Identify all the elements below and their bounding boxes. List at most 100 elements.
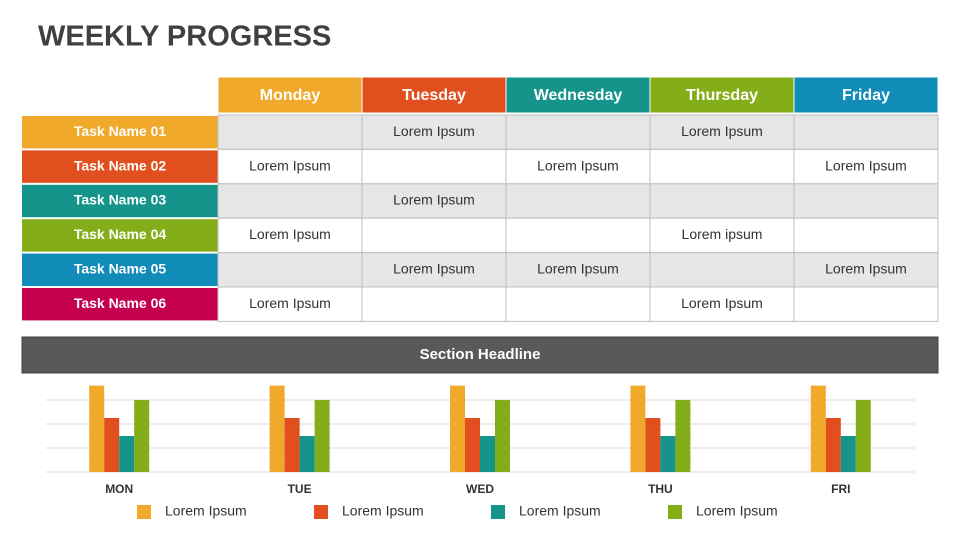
bar — [465, 418, 480, 472]
table-cell — [361, 183, 507, 219]
legend-label: Lorem Ipsum — [519, 503, 601, 519]
table-cell — [217, 252, 363, 288]
x-tick-label: TUE — [288, 482, 312, 496]
task-cell — [22, 219, 218, 252]
table-cell — [793, 286, 939, 322]
table-cell — [361, 217, 507, 254]
column-header: Friday — [842, 87, 890, 104]
legend-swatch — [137, 505, 151, 519]
x-tick-label: THU — [648, 482, 673, 496]
cell-text: Lorem Ipsum — [537, 157, 619, 173]
table-cell — [217, 114, 363, 150]
legend-swatch — [491, 505, 505, 519]
table-cell — [217, 148, 363, 185]
bar — [480, 436, 495, 472]
cell-text: Lorem Ipsum — [393, 123, 475, 139]
column-header: Wednesday — [534, 87, 623, 104]
task-name: Task Name 02 — [74, 157, 167, 173]
table-cell — [505, 183, 651, 219]
table-cell — [505, 217, 651, 254]
cell-text: Lorem Ipsum — [681, 123, 763, 139]
cell-text: Lorem Ipsum — [249, 295, 331, 311]
column-header-cell — [361, 76, 507, 114]
table-cell — [361, 148, 507, 185]
legend-label: Lorem Ipsum — [165, 503, 247, 519]
section-bar — [21, 336, 939, 374]
bar — [269, 385, 285, 472]
cell-text: Lorem Ipsum — [537, 261, 619, 277]
cell-text: Lorem Ipsum — [249, 226, 331, 242]
bar — [840, 436, 856, 472]
legend-swatch — [668, 505, 682, 519]
table-cell — [793, 252, 939, 288]
task-cell — [22, 116, 218, 149]
task-name: Task Name 01 — [74, 123, 167, 139]
cell-text: Lorem Ipsum — [681, 295, 763, 311]
cell-text: Lorem Ipsum — [249, 157, 331, 173]
bar — [284, 418, 300, 472]
legend-swatch — [314, 505, 328, 519]
table-cell — [361, 286, 507, 322]
bar — [119, 436, 135, 472]
table-cell — [361, 252, 507, 288]
table-cell — [649, 217, 795, 254]
legend-label: Lorem Ipsum — [696, 503, 778, 519]
bar — [675, 400, 691, 472]
column-header-cell — [505, 76, 651, 114]
cell-text: Lorem Ipsum — [825, 261, 907, 277]
column-header: Tuesday — [402, 87, 466, 104]
task-cell — [22, 150, 218, 183]
task-name: Task Name 05 — [74, 261, 167, 277]
bar — [134, 400, 150, 472]
table-cell — [217, 183, 363, 219]
bar — [630, 385, 646, 472]
table-cell — [649, 114, 795, 150]
bar — [495, 400, 510, 472]
table-cell — [649, 148, 795, 185]
cell-text: Lorem Ipsum — [393, 261, 475, 277]
cell-text: Lorem ipsum — [682, 226, 763, 242]
x-tick-label: MON — [105, 482, 133, 496]
column-header-cell — [793, 76, 939, 114]
column-header: Thursday — [686, 87, 758, 104]
task-name: Task Name 06 — [74, 295, 167, 311]
section-headline: Section Headline — [420, 346, 541, 363]
task-cell — [22, 184, 218, 218]
task-name: Task Name 03 — [74, 192, 167, 208]
bar — [104, 418, 120, 472]
table-cell — [505, 252, 651, 288]
column-header-cell — [649, 76, 795, 114]
bar — [855, 400, 871, 472]
table-cell — [361, 114, 507, 150]
cell-text: Lorem Ipsum — [393, 192, 475, 208]
bar — [810, 385, 826, 472]
bar — [89, 385, 105, 472]
table-cell — [217, 217, 363, 254]
table-cell — [793, 148, 939, 185]
bar — [825, 418, 841, 472]
cell-text: Lorem Ipsum — [825, 157, 907, 173]
table-cell — [793, 114, 939, 150]
column-header: Monday — [260, 87, 321, 104]
column-header-cell — [217, 76, 363, 114]
x-tick-label: WED — [466, 482, 494, 496]
table-cell — [793, 217, 939, 254]
legend-label: Lorem Ipsum — [342, 503, 424, 519]
bar — [314, 400, 330, 472]
table-cell — [649, 252, 795, 288]
slide-title: WEEKLY PROGRESS — [38, 21, 331, 53]
task-cell — [22, 288, 218, 321]
table-cell — [505, 286, 651, 322]
x-tick-label: FRI — [831, 482, 850, 496]
table-cell — [649, 183, 795, 219]
bar — [450, 385, 465, 472]
bar — [299, 436, 315, 472]
task-cell — [22, 253, 218, 286]
table-cell — [793, 183, 939, 219]
bar — [645, 418, 661, 472]
task-name: Task Name 04 — [74, 226, 167, 242]
bar — [660, 436, 676, 472]
table-cell — [505, 114, 651, 150]
table-cell — [649, 286, 795, 322]
